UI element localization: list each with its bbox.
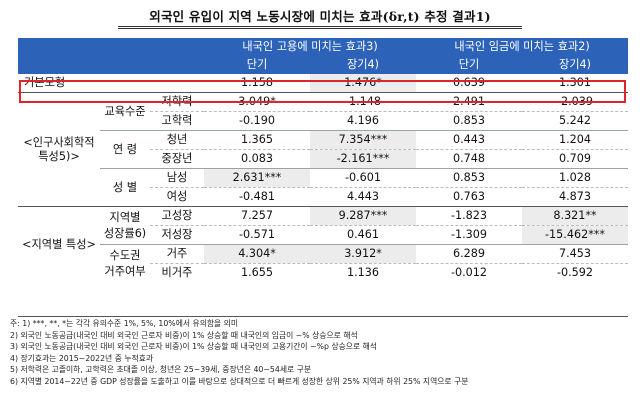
cell: -0.592 [522,263,628,282]
cell: -0.481 [204,187,310,207]
growth-label-line1: 지역별 [109,210,141,224]
header-emp-long: 장기4) [310,56,416,74]
growth-label-line2: 성장률6) [103,226,147,240]
capital-label-line2: 거주여부 [104,264,146,278]
baseline-row: 기본모형 1.158 1.476* 0.639 1.301 [18,74,628,93]
cell: 0.853 [416,111,522,131]
cell: -0.190 [204,111,310,131]
cell: -1.309 [416,225,522,245]
education-label: 교육수준 [100,92,150,131]
cell: 0.709 [522,149,628,169]
cell: 7.354*** [310,130,416,150]
cell: -0.601 [310,168,416,188]
table-row: 저성장 -0.571 0.461 -1.309 -15.462*** [18,225,628,245]
cell: 8.321** [522,206,628,226]
cell: 3.049* [204,92,310,112]
cell: 1.301 [558,76,592,89]
cell: 2.631*** [204,168,310,188]
header-wage-long: 장기4) [522,56,628,74]
cell: -0.571 [204,225,310,245]
table-row: 고학력 -0.190 4.196 0.853 5.242 [18,111,628,131]
table-row: 수도권 거주여부 거주 4.304* 3.912* 6.289 7.453 [18,244,628,282]
footnote-line: 3) 외국인 노동공급(내국인 대비 외국인 근로자 비중)이 1% 상승할 때… [10,342,377,351]
cell: 0.083 [204,149,310,169]
sub-label: 중장년 [150,149,204,169]
table-row: <인구사회학적 특성5)> 교육수준 저학력 3.049* -1.148 2.4… [18,92,628,207]
cell: 1.655 [204,263,310,282]
sex-label: 성 별 [100,168,150,207]
cell: 2.491 [416,92,522,112]
cell: 0.639 [452,76,486,89]
title-underline [118,26,522,27]
cell: 7.453 [522,244,628,264]
cell: 1.158 [240,76,274,89]
cell: -1.148 [310,92,416,112]
sub-label: 비거주 [150,263,204,282]
footnote-line: 5) 저학력은 고졸이하, 고학력은 초대졸 이상, 청년은 25~39세, 중… [10,365,311,374]
cell: 3.912* [310,244,416,264]
cell: -1.823 [416,206,522,226]
title-underline-2 [118,28,522,29]
baseline-label: 기본모형 [24,76,66,89]
sub-label: 남성 [150,168,204,188]
sub-label: 고성장 [150,206,204,226]
cell: 9.287*** [310,206,416,226]
table-row: 비거주 1.655 1.136 -0.012 -0.592 [18,263,628,282]
cell: 1.365 [204,130,310,150]
cell: -2.161*** [310,149,416,169]
cell: 6.289 [416,244,522,264]
cell: 1.476* [310,74,416,93]
cell: 4.873 [522,187,628,207]
sub-label: 고학력 [150,111,204,131]
sub-label: 청년 [150,130,204,150]
footnotes: 주: 1) ***, **, *는 각각 유의수준 1%, 5%, 10%에서 … [10,318,635,387]
sub-label: 저성장 [150,225,204,245]
header-wage: 내국인 임금에 미치는 효과2) [416,38,628,56]
cell: 7.257 [204,206,310,226]
table-row: <지역별 특성> 지역별 성장률6) 고성장 7.257 9.287*** -1… [18,206,628,282]
growth-label: 지역별 성장률6) [100,206,150,245]
capital-label-line1: 수도권 [109,248,141,262]
sub-label: 거주 [150,244,204,264]
header-emp-short: 단기 [204,56,310,74]
table-row: 여성 -0.481 4.443 0.763 4.873 [18,187,628,207]
cell: 0.853 [416,168,522,188]
cell: 4.304* [204,244,310,264]
sub-label: 여성 [150,187,204,207]
cell: -15.462*** [522,225,628,245]
footnote-line: 4) 장기효과는 2015~2022년 중 누적효과 [10,353,154,363]
cell: 1.136 [310,263,416,282]
footnote-line: 주: 1) ***, **, *는 각각 유의수준 1%, 5%, 10%에서 … [10,319,239,328]
header-employment: 내국인 고용에 미치는 효과3) [204,38,416,56]
cell: 5.242 [522,111,628,131]
table-bottom-rule [18,316,628,317]
results-table: 내국인 고용에 미치는 효과3) 내국인 임금에 미치는 효과2) 단기 장기4… [18,38,628,282]
sub-label: 저학력 [150,92,204,112]
capital-label: 수도권 거주여부 [100,244,150,282]
cell: -2.039 [522,92,628,112]
cell: 0.443 [416,130,522,150]
header-row-groups: 내국인 고용에 미치는 효과3) 내국인 임금에 미치는 효과2) [18,38,628,56]
header-row-periods: 단기 장기4) 단기 장기4) [18,56,628,74]
table-row: 연 령 청년 1.365 7.354*** 0.443 1.204 [18,130,628,169]
header-wage-short: 단기 [416,56,522,74]
demographic-group-label: <인구사회학적 특성5)> [18,92,100,207]
cell: -0.012 [416,263,522,282]
cell: 0.748 [416,149,522,169]
table-title: 외국인 유입이 지역 노동시장에 미치는 효과(δr,t) 추정 결과1) [149,9,491,24]
table-row: 성 별 남성 2.631*** -0.601 0.853 1.028 [18,168,628,207]
cell: 0.461 [310,225,416,245]
cell: 0.763 [416,187,522,207]
cell: 1.204 [522,130,628,150]
cell: 1.028 [522,168,628,188]
footnote-line: 2) 외국인 노동공급(내국인 대비 외국인 근로자 비중)이 1% 상승할 때… [10,330,358,340]
cell: 4.443 [310,187,416,207]
region-group-label: <지역별 특성> [18,206,100,282]
cell: 4.196 [310,111,416,131]
age-label: 연 령 [100,130,150,169]
footnote-line: 6) 지역별 2014~22년 중 GDP 성장률을 도출하고 이를 바탕으로 … [10,376,469,386]
table-row: 중장년 0.083 -2.161*** 0.748 0.709 [18,149,628,169]
